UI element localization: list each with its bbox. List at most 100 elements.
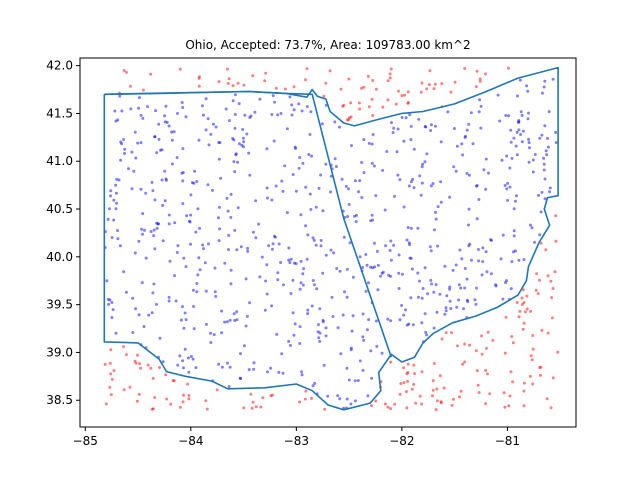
accepted-point <box>312 238 316 242</box>
accepted-point <box>183 347 187 351</box>
accepted-point <box>304 185 308 189</box>
accepted-point <box>381 168 385 172</box>
accepted-point <box>198 268 202 272</box>
accepted-point <box>350 329 354 333</box>
accepted-point <box>431 182 435 185</box>
x-tick-label: −85 <box>73 434 98 448</box>
rejected-point <box>528 374 532 378</box>
accepted-point <box>172 130 176 134</box>
accepted-point <box>164 178 168 182</box>
accepted-point <box>526 117 530 121</box>
accepted-point <box>297 102 301 106</box>
rejected-point <box>128 84 132 88</box>
accepted-point <box>141 116 145 120</box>
rejected-point <box>178 67 182 71</box>
accepted-point <box>265 147 269 151</box>
accepted-point <box>517 258 521 262</box>
accepted-point <box>233 93 237 97</box>
accepted-point <box>163 199 167 203</box>
rejected-point <box>242 406 246 410</box>
accepted-point <box>232 138 236 142</box>
accepted-point <box>309 208 313 211</box>
accepted-point <box>439 140 443 144</box>
accepted-point <box>204 322 208 326</box>
accepted-point <box>258 275 262 279</box>
accepted-point <box>420 296 424 300</box>
accepted-point <box>434 283 438 287</box>
accepted-point <box>266 196 269 200</box>
accepted-point <box>134 156 138 160</box>
accepted-point <box>347 187 350 191</box>
accepted-point <box>331 315 335 318</box>
accepted-point <box>277 370 281 374</box>
rejected-point <box>503 351 507 355</box>
accepted-point <box>349 346 353 350</box>
accepted-point <box>367 318 371 322</box>
accepted-point <box>410 267 414 271</box>
rejected-point <box>158 366 161 369</box>
rejected-point <box>242 83 246 87</box>
accepted-point <box>114 191 118 195</box>
accepted-point <box>460 257 464 261</box>
accepted-point <box>289 257 293 261</box>
accepted-point <box>288 95 292 99</box>
accepted-point <box>419 193 423 197</box>
rejected-point <box>348 116 351 120</box>
accepted-point <box>111 308 115 312</box>
accepted-point <box>132 169 136 173</box>
accepted-point <box>196 207 200 211</box>
accepted-point <box>211 122 215 126</box>
accepted-point <box>542 85 546 89</box>
accepted-point <box>299 259 303 263</box>
accepted-point <box>116 237 120 241</box>
accepted-point <box>274 184 278 188</box>
rejected-point <box>529 354 533 358</box>
accepted-point <box>140 227 143 231</box>
accepted-point <box>531 158 535 162</box>
accepted-point <box>548 186 552 190</box>
accepted-point <box>455 305 459 309</box>
rejected-point <box>324 81 328 85</box>
accepted-point <box>324 326 328 330</box>
accepted-point <box>181 202 185 206</box>
accepted-point <box>505 279 508 283</box>
rejected-point <box>122 345 125 349</box>
rejected-point <box>304 78 307 82</box>
accepted-point <box>271 94 275 98</box>
accepted-point <box>265 292 269 296</box>
accepted-point <box>443 264 447 268</box>
rejected-point <box>146 363 150 367</box>
accepted-point <box>454 263 458 267</box>
rejected-point <box>534 288 538 292</box>
accepted-point <box>271 242 275 246</box>
accepted-point <box>512 250 515 254</box>
accepted-point <box>337 125 341 129</box>
accepted-point <box>155 151 159 155</box>
accepted-point <box>263 308 267 312</box>
accepted-point <box>484 250 488 254</box>
rejected-point <box>510 335 514 338</box>
accepted-point <box>189 193 193 197</box>
rejected-point <box>475 69 479 73</box>
accepted-point <box>498 119 502 123</box>
accepted-point <box>521 129 525 133</box>
accepted-point <box>131 296 135 300</box>
accepted-point <box>389 274 393 278</box>
accepted-point <box>375 344 379 348</box>
accepted-point <box>170 162 174 166</box>
accepted-point <box>122 138 126 141</box>
accepted-point <box>309 110 313 114</box>
accepted-point <box>260 255 264 259</box>
accepted-point <box>133 251 137 255</box>
accepted-point <box>527 141 531 145</box>
rejected-point <box>298 400 302 404</box>
accepted-point <box>506 198 510 202</box>
rejected-point <box>484 369 488 372</box>
rejected-point <box>414 401 418 405</box>
accepted-point <box>353 214 356 218</box>
accepted-point <box>240 143 244 147</box>
accepted-point <box>444 306 448 310</box>
accepted-point <box>389 258 393 262</box>
rejected-point <box>432 87 436 91</box>
accepted-point <box>398 318 402 322</box>
